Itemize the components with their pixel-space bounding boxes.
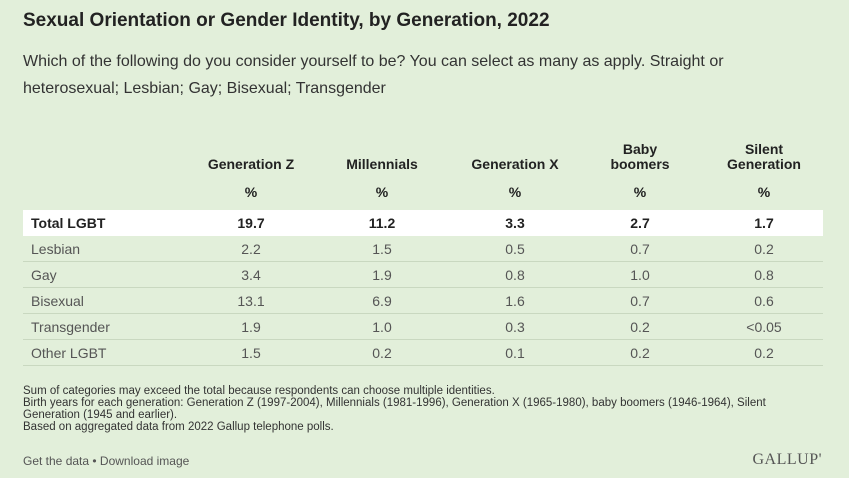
note-multiple-identities: Sum of categories may exceed the total b… (23, 385, 495, 397)
table-cell: 0.2 (372, 345, 392, 361)
table-cell: 0.1 (505, 345, 525, 361)
table-cell: 2.7 (630, 215, 650, 231)
table-cell: 3.4 (241, 267, 261, 283)
table-cell: 3.3 (505, 215, 525, 231)
note-source: Based on aggregated data from 2022 Gallu… (23, 421, 334, 433)
table-cell: 0.2 (630, 345, 650, 361)
table-cell: 2.2 (241, 241, 261, 257)
unit-label: % (757, 184, 771, 200)
table-row: Bisexual 13.1 6.9 1.6 0.7 0.6 (23, 288, 823, 314)
column-header: Silent Generation (727, 141, 801, 172)
chart-notes: Sum of categories may exceed the total b… (23, 385, 823, 433)
footer-links: Get the data • Download image (23, 454, 189, 468)
unit-label: % (508, 184, 522, 200)
table-cell: 1.0 (372, 319, 392, 335)
total-row: Total LGBT 19.7 11.2 3.3 2.7 1.7 (23, 210, 823, 236)
row-label: Transgender (31, 319, 110, 335)
table-cell: 0.6 (754, 293, 774, 309)
unit-label: % (244, 184, 258, 200)
table-cell: 19.7 (237, 215, 265, 231)
table-cell: 1.5 (241, 345, 261, 361)
row-label: Other LGBT (31, 345, 107, 361)
column-header: Baby boomers (610, 141, 670, 172)
table-cell: 0.7 (630, 293, 650, 309)
row-label: Lesbian (31, 241, 81, 257)
chart-subtitle: Which of the following do you consider y… (23, 53, 724, 97)
table-cell: 1.5 (372, 241, 392, 257)
table-cell: 1.0 (630, 267, 650, 283)
unit-label: % (375, 184, 389, 200)
table-cell: 0.8 (754, 267, 774, 283)
table-header-row: Generation Z Millennials Generation X Baby … (23, 132, 823, 176)
table-cell: 0.5 (505, 241, 525, 257)
table-cell: 0.2 (754, 241, 774, 257)
gallup-logo: GALLUP' (752, 451, 822, 468)
table-row: Lesbian 2.2 1.5 0.5 0.7 0.2 (23, 236, 823, 262)
table-row: Other LGBT 1.5 0.2 0.1 0.2 0.2 (23, 340, 823, 366)
footer-separator: • (89, 454, 100, 468)
chart-title: Sexual Orientation or Gender Identity, b… (23, 10, 550, 31)
table-cell: 13.1 (237, 293, 265, 309)
table-cell: 0.2 (630, 319, 650, 335)
table-cell: 6.9 (372, 293, 392, 309)
table-cell: 1.7 (754, 215, 774, 231)
table-row: Transgender 1.9 1.0 0.3 0.2 <0.05 (23, 314, 823, 340)
column-header: Generation X (471, 156, 559, 172)
table-cell: 0.2 (754, 345, 774, 361)
note-birth-years: Birth years for each generation: Generat… (23, 397, 766, 421)
table-cell: <0.05 (746, 319, 782, 335)
download-image-link[interactable]: Download image (99, 454, 190, 468)
table-row: Gay 3.4 1.9 0.8 1.0 0.8 (23, 262, 823, 288)
table-cell: 0.7 (630, 241, 650, 257)
row-label: Gay (31, 267, 57, 283)
table-cell: 1.9 (372, 267, 392, 283)
column-header: Millennials (346, 156, 418, 172)
row-label: Bisexual (31, 293, 84, 309)
table-cell: 1.9 (241, 319, 261, 335)
row-label: Total LGBT (31, 215, 106, 231)
data-table: Generation Z Millennials Generation X Baby … (23, 132, 823, 366)
column-header: Generation Z (207, 156, 295, 172)
table-cell: 0.8 (505, 267, 525, 283)
unit-label: % (633, 184, 647, 200)
table-cell: 0.3 (505, 319, 525, 335)
table-cell: 11.2 (368, 215, 396, 231)
table-cell: 1.6 (505, 293, 525, 309)
get-data-link[interactable]: Get the data (23, 454, 90, 468)
